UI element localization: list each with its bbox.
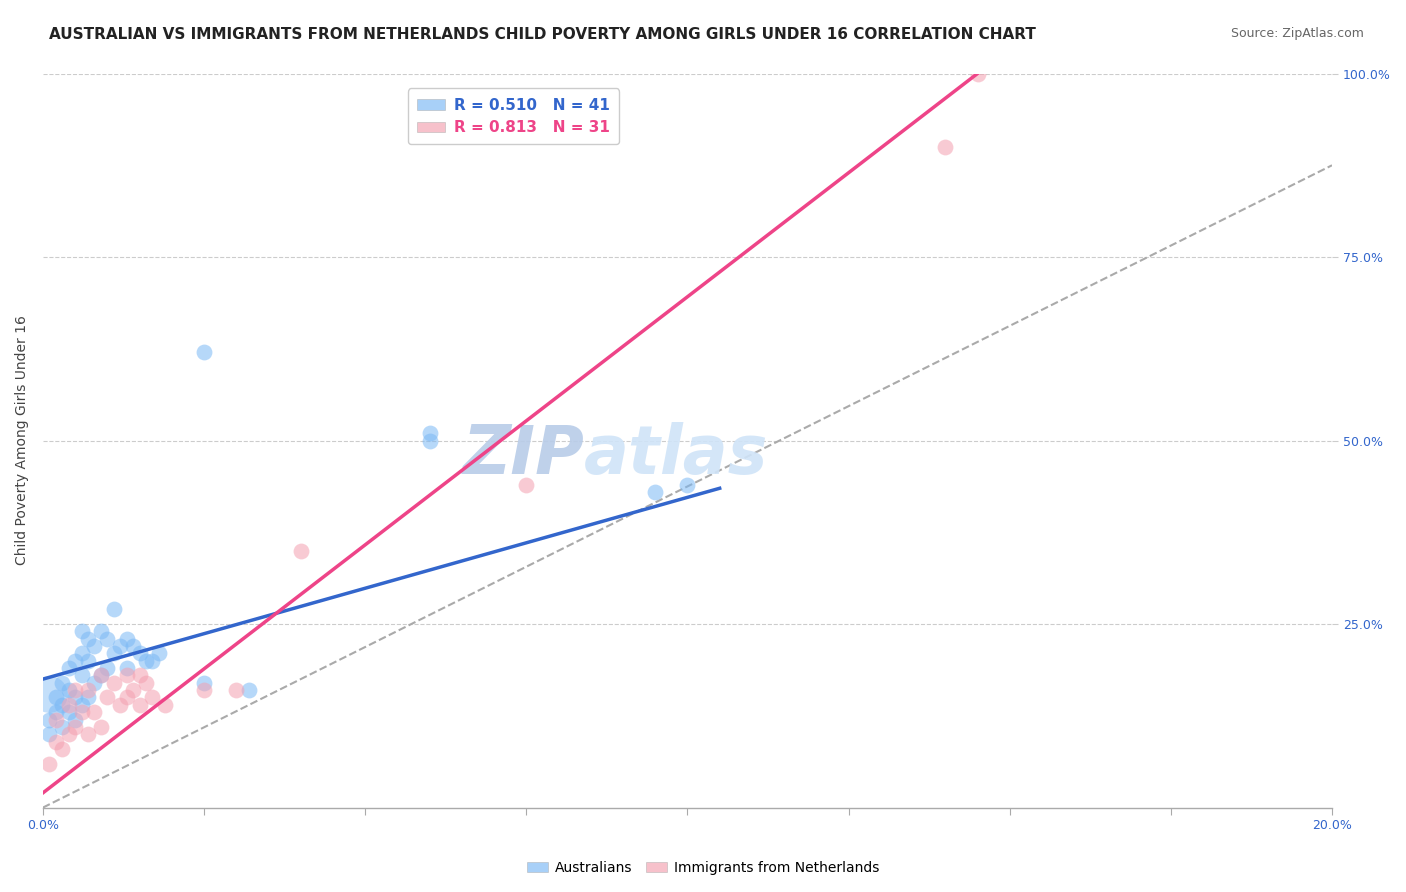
Point [96,690,118,705]
Point [63,690,86,705]
Point [238,683,260,698]
Point [128,668,150,682]
Point [63,654,86,668]
Point [193,683,215,698]
Point [115,661,138,675]
Point [77,632,100,646]
Point [90,720,112,734]
Point [115,632,138,646]
Point [193,345,215,359]
Point [103,602,125,616]
Point [77,683,100,698]
Point [45,734,67,748]
Point [77,727,100,741]
Point [45,690,67,705]
Point [63,683,86,698]
Text: ZIP: ZIP [463,422,585,488]
Point [83,705,105,719]
Point [128,647,150,661]
Point [51,698,73,712]
Point [70,705,93,719]
Point [90,668,112,682]
Point [51,720,73,734]
Point [63,713,86,727]
Point [135,675,157,690]
Point [90,668,112,682]
Point [83,639,105,653]
Point [70,698,93,712]
Text: atlas: atlas [585,422,769,488]
Point [45,713,67,727]
Point [90,624,112,639]
Point [225,683,247,698]
Point [38,687,60,701]
Point [63,720,86,734]
Point [58,683,80,698]
Point [141,654,163,668]
Text: AUSTRALIAN VS IMMIGRANTS FROM NETHERLANDS CHILD POVERTY AMONG GIRLS UNDER 16 COR: AUSTRALIAN VS IMMIGRANTS FROM NETHERLAND… [49,27,1036,42]
Point [58,698,80,712]
Point [58,727,80,741]
Point [70,624,93,639]
Point [515,477,537,491]
Point [141,690,163,705]
Point [77,654,100,668]
Point [676,477,699,491]
Point [38,727,60,741]
Point [70,647,93,661]
Point [45,705,67,719]
Point [38,756,60,771]
Point [83,675,105,690]
Text: Source: ZipAtlas.com: Source: ZipAtlas.com [1230,27,1364,40]
Point [115,668,138,682]
Point [96,632,118,646]
Point [96,661,118,675]
Point [148,647,170,661]
Point [115,690,138,705]
Point [193,675,215,690]
Point [644,485,666,500]
Y-axis label: Child Poverty Among Girls Under 16: Child Poverty Among Girls Under 16 [15,316,30,566]
Legend: R = 0.510   N = 41, R = 0.813   N = 31: R = 0.510 N = 41, R = 0.813 N = 31 [408,88,619,145]
Point [51,742,73,756]
Point [70,668,93,682]
Point [155,698,177,712]
Point [110,639,132,653]
Point [122,683,145,698]
Point [419,426,441,441]
Point [38,713,60,727]
Point [58,705,80,719]
Point [966,66,988,80]
Point [135,654,157,668]
Point [122,639,145,653]
Point [290,543,312,558]
Point [103,647,125,661]
Point [128,698,150,712]
Point [934,140,956,154]
Point [51,675,73,690]
Point [58,661,80,675]
Legend: Australians, Immigrants from Netherlands: Australians, Immigrants from Netherlands [522,855,884,880]
Point [419,434,441,448]
Point [77,690,100,705]
Point [103,675,125,690]
Point [110,698,132,712]
